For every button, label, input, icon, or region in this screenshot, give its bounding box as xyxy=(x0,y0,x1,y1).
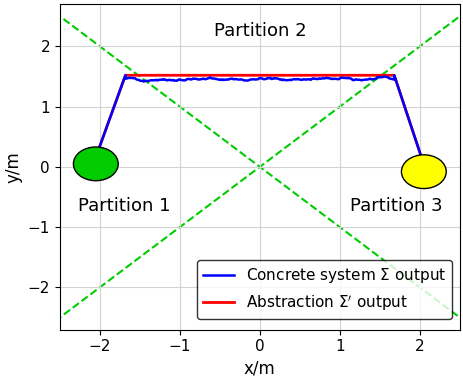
Text: Partition 2: Partition 2 xyxy=(213,22,306,40)
Circle shape xyxy=(73,147,118,181)
Text: Partition 1: Partition 1 xyxy=(77,197,170,215)
X-axis label: x/m: x/m xyxy=(244,360,275,378)
Text: Partition 3: Partition 3 xyxy=(349,197,441,215)
Legend: Concrete system $\Sigma$ output, Abstraction $\Sigma'$ output: Concrete system $\Sigma$ output, Abstrac… xyxy=(196,260,451,319)
Circle shape xyxy=(400,155,445,189)
Y-axis label: y/m: y/m xyxy=(4,151,22,183)
